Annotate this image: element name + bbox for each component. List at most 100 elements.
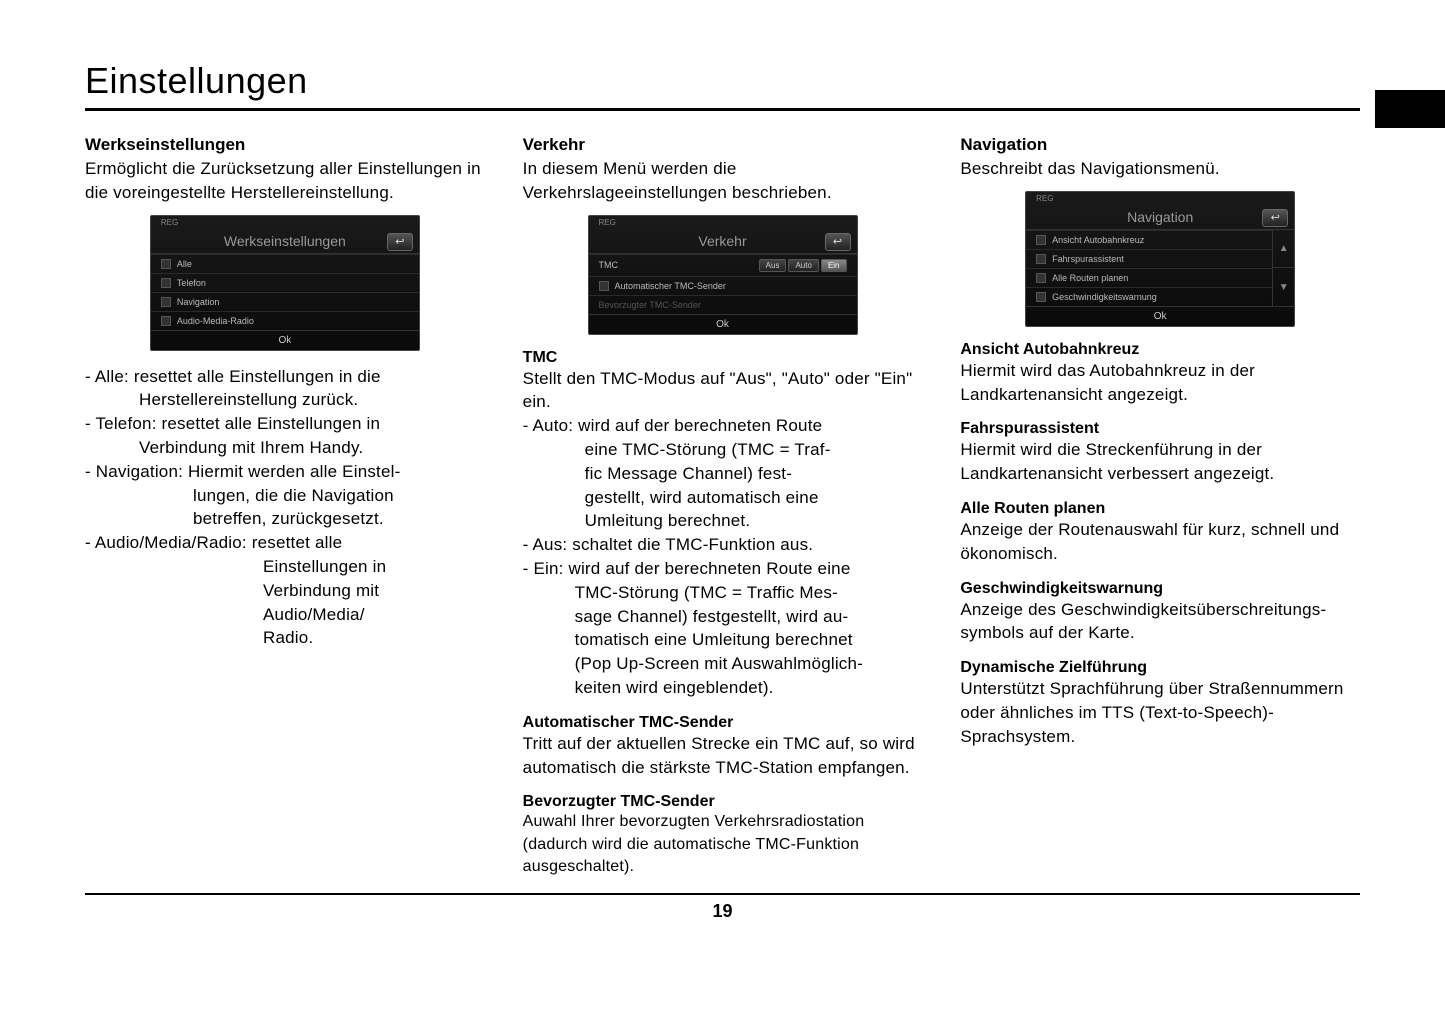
verkehr-intro: In diesem Menü werden die Verkehrslageei… — [523, 157, 923, 205]
checkbox-icon — [161, 316, 171, 326]
list-item-continuation: lungen, die die Navigation — [85, 484, 485, 508]
title-rule — [85, 108, 1360, 111]
auto-tmc-head: Automatischer TMC-Sender — [523, 714, 923, 732]
back-button[interactable]: ↩ — [1262, 209, 1288, 227]
back-button[interactable]: ↩ — [825, 233, 851, 251]
werkseinstellungen-screenshot: REG Werkseinstellungen ↩ Alle Telefon Na… — [150, 215, 420, 351]
scroll-down-button[interactable]: ▼ — [1273, 268, 1294, 306]
list-item: - Ein: wird auf der berechneten Route ei… — [523, 557, 923, 581]
seg-ein[interactable]: Ein — [821, 259, 847, 272]
reg-label: REG — [1026, 192, 1294, 205]
checkbox-icon — [1036, 235, 1046, 245]
list-item-continuation: gestellt, wird automatisch eine — [523, 486, 923, 510]
page: Einstellungen Werkseinstellungen Ermögli… — [0, 0, 1445, 952]
list-item-continuation: Herstellereinstellung zurück. — [85, 388, 485, 412]
nav-section-head: Alle Routen planen — [960, 500, 1360, 518]
bevor-tmc-head: Bevorzugter TMC-Sender — [523, 793, 923, 811]
nav-section-text: Unterstützt Sprachführung über Straßennu… — [960, 677, 1360, 748]
mock-titlebar: Verkehr ↩ — [589, 229, 857, 254]
seg-auto[interactable]: Auto — [788, 259, 818, 272]
ok-button[interactable]: Ok — [151, 330, 419, 350]
list-item-continuation: Verbindung mit Ihrem Handy. — [85, 436, 485, 460]
mock-row[interactable]: Alle Routen planen — [1026, 268, 1272, 287]
checkbox-icon — [1036, 273, 1046, 283]
back-icon: ↩ — [395, 235, 404, 248]
list-item-continuation: (Pop Up-Screen mit Auswahlmöglich- — [523, 652, 923, 676]
mock-row-label: Audio-Media-Radio — [177, 316, 254, 326]
werkseinstellungen-list: - Alle: resettet alle Einstellungen in d… — [85, 365, 485, 651]
navigation-intro: Beschreibt das Navigationsmenü. — [960, 157, 1360, 181]
mock-row[interactable]: Fahrspurassistent — [1026, 249, 1272, 268]
mock-row-label: Navigation — [177, 297, 220, 307]
mock-row-label: Fahrspurassistent — [1052, 254, 1124, 264]
mock-row[interactable]: Automatischer TMC-Sender — [589, 276, 857, 295]
list-item-continuation: keiten wird eingeblendet). — [523, 676, 923, 700]
nav-section-text: Hiermit wird das Autobahnkreuz in der La… — [960, 359, 1360, 407]
back-icon: ↩ — [1271, 211, 1280, 224]
tmc-intro: Stellt den TMC-Modus auf "Aus", "Auto" o… — [523, 367, 923, 415]
content-columns: Werkseinstellungen Ermöglicht die Zurück… — [85, 135, 1360, 879]
back-icon: ↩ — [833, 235, 842, 248]
mock-row[interactable]: Telefon — [151, 273, 419, 292]
list-item-continuation: eine TMC-Störung (TMC = Traf- — [523, 438, 923, 462]
list-item: - Aus: schaltet die TMC-Funktion aus. — [523, 533, 923, 557]
verkehr-head: Verkehr — [523, 135, 923, 155]
mock-row-label: Geschwindigkeitswarnung — [1052, 292, 1157, 302]
list-item: - Alle: resettet alle Einstellungen in d… — [85, 365, 485, 389]
back-button[interactable]: ↩ — [387, 233, 413, 251]
page-title: Einstellungen — [85, 60, 1360, 102]
reg-label: REG — [151, 216, 419, 229]
mock-row[interactable]: Geschwindigkeitswarnung — [1026, 287, 1272, 306]
list-item-continuation: sage Channel) festgestellt, wird au- — [523, 605, 923, 629]
column-3: Navigation Beschreibt das Navigationsmen… — [960, 135, 1360, 879]
mock-scroll-list: Ansicht Autobahnkreuz Fahrspurassistent … — [1026, 230, 1272, 306]
ok-button[interactable]: Ok — [589, 314, 857, 334]
mock-row-label: Alle Routen planen — [1052, 273, 1128, 283]
nav-section-text: Hiermit wird die Streckenführung in der … — [960, 438, 1360, 486]
list-item-continuation: Verbindung mit — [85, 579, 485, 603]
mock-row[interactable]: Ansicht Autobahnkreuz — [1026, 230, 1272, 249]
nav-section-head: Dynamische Zielführung — [960, 659, 1360, 677]
list-item-continuation: fic Message Channel) fest- — [523, 462, 923, 486]
werkseinstellungen-head: Werkseinstellungen — [85, 135, 485, 155]
checkbox-icon — [599, 281, 609, 291]
navigation-head: Navigation — [960, 135, 1360, 155]
mock-row[interactable]: Audio-Media-Radio — [151, 311, 419, 330]
list-item-continuation: betreffen, zurückgesetzt. — [85, 507, 485, 531]
seg-aus[interactable]: Aus — [759, 259, 787, 272]
mock-title: Navigation — [1127, 209, 1193, 225]
mock-row-label: Ansicht Autobahnkreuz — [1052, 235, 1144, 245]
navigation-sections: Ansicht AutobahnkreuzHiermit wird das Au… — [960, 341, 1360, 749]
list-item-continuation: TMC-Störung (TMC = Traffic Mes- — [523, 581, 923, 605]
list-item-continuation: Umleitung berechnet. — [523, 509, 923, 533]
mock-row-label: Telefon — [177, 278, 206, 288]
list-item-continuation: Einstellungen in — [85, 555, 485, 579]
bottom-rule — [85, 893, 1360, 895]
mock-title: Werkseinstellungen — [224, 233, 346, 249]
ok-button[interactable]: Ok — [1026, 306, 1294, 326]
scroll-buttons: ▲ ▼ — [1272, 230, 1294, 306]
page-number: 19 — [85, 901, 1360, 922]
nav-section-head: Geschwindigkeitswarnung — [960, 580, 1360, 598]
nav-section-text: Anzeige des Geschwindigkeitsüberschreitu… — [960, 598, 1360, 646]
checkbox-icon — [161, 297, 171, 307]
tmc-head: TMC — [523, 349, 923, 367]
scroll-up-button[interactable]: ▲ — [1273, 230, 1294, 269]
checkbox-icon — [1036, 254, 1046, 264]
mock-row-disabled: Bevorzugter TMC-Sender — [589, 295, 857, 314]
list-item: - Auto: wird auf der berechneten Route — [523, 414, 923, 438]
bevor-tmc-text: Auwahl Ihrer bevorzugten Verkehrsradiost… — [523, 811, 923, 878]
list-item-continuation: tomatisch eine Umleitung berechnet — [523, 628, 923, 652]
arrow-up-icon: ▲ — [1279, 243, 1289, 254]
tmc-label: TMC — [599, 260, 619, 270]
mock-row-label: Alle — [177, 259, 192, 269]
tmc-list: - Auto: wird auf der berechneten Routeei… — [523, 414, 923, 700]
mock-row[interactable]: Alle — [151, 254, 419, 273]
list-item: - Audio/Media/Radio: resettet alle — [85, 531, 485, 555]
list-item: - Navigation: Hiermit werden alle Einste… — [85, 460, 485, 484]
mock-row[interactable]: Navigation — [151, 292, 419, 311]
list-item-continuation: Audio/Media/ — [85, 603, 485, 627]
arrow-down-icon: ▼ — [1279, 282, 1289, 293]
werkseinstellungen-intro: Ermöglicht die Zurücksetzung aller Einst… — [85, 157, 485, 205]
nav-section-head: Fahrspurassistent — [960, 420, 1360, 438]
